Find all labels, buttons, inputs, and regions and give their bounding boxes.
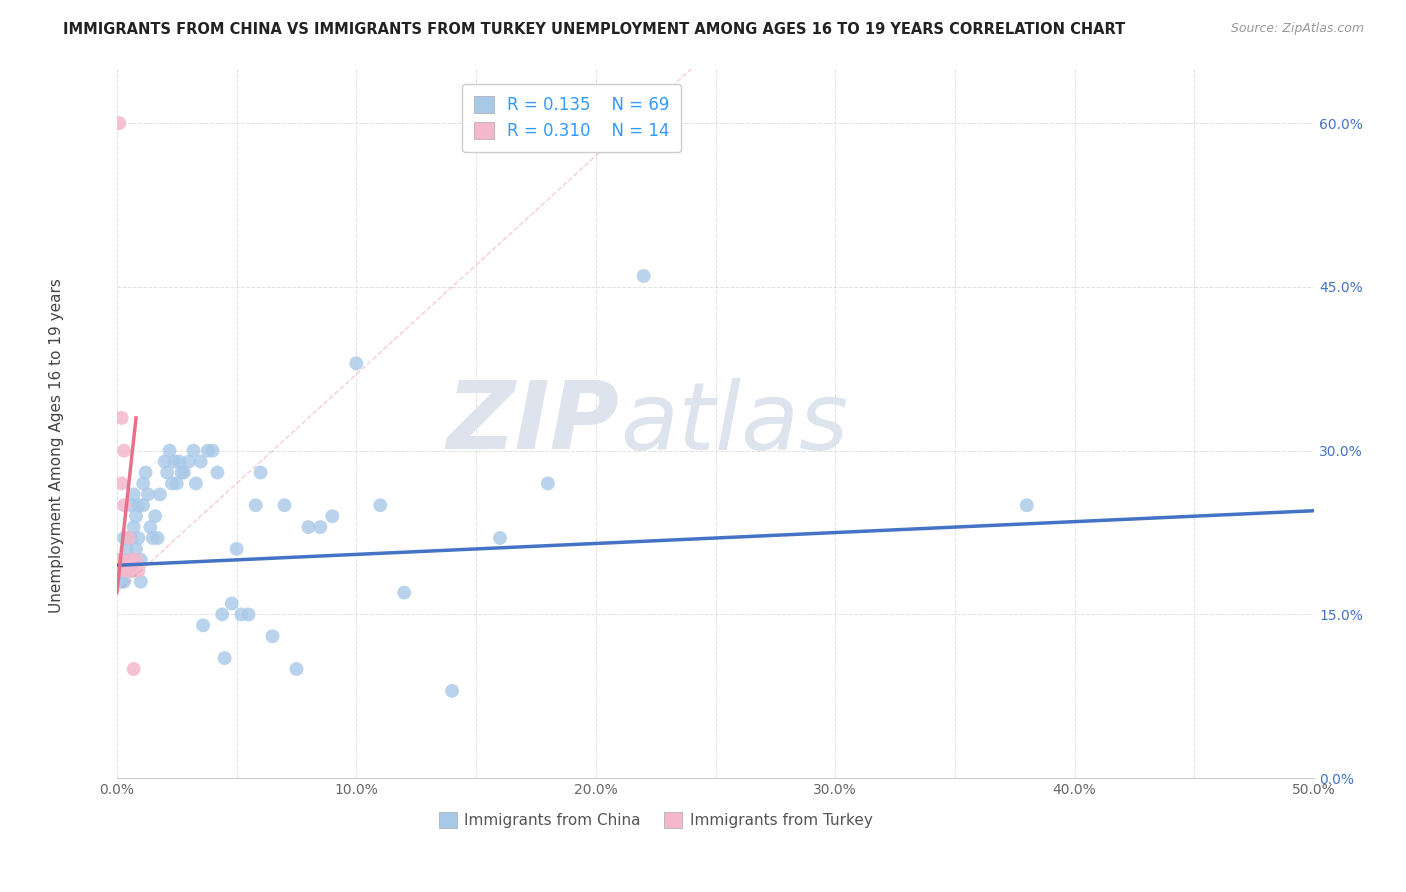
- Point: [368, 498, 391, 512]
- Point: [111, 574, 134, 589]
- Point: [160, 476, 183, 491]
- Point: [344, 356, 367, 370]
- Point: [245, 498, 267, 512]
- Point: [135, 466, 157, 480]
- Point: [231, 607, 253, 622]
- Point: [167, 454, 190, 468]
- Point: [441, 684, 464, 698]
- Point: [129, 553, 152, 567]
- Point: [120, 564, 142, 578]
- Point: [112, 553, 135, 567]
- Point: [118, 531, 141, 545]
- Point: [125, 553, 148, 567]
- Point: [120, 553, 142, 567]
- Point: [127, 564, 149, 578]
- Point: [173, 466, 195, 480]
- Point: [297, 520, 319, 534]
- Point: [112, 498, 135, 512]
- Text: Unemployment Among Ages 16 to 19 years: Unemployment Among Ages 16 to 19 years: [49, 278, 63, 614]
- Point: [132, 498, 155, 512]
- Point: [125, 541, 148, 556]
- Point: [115, 564, 138, 578]
- Point: [170, 466, 193, 480]
- Point: [108, 564, 131, 578]
- Point: [122, 520, 145, 534]
- Point: [146, 531, 169, 545]
- Text: ZIP: ZIP: [447, 377, 620, 469]
- Text: atlas: atlas: [620, 378, 848, 469]
- Legend: Immigrants from China, Immigrants from Turkey: Immigrants from China, Immigrants from T…: [433, 806, 879, 834]
- Point: [273, 498, 295, 512]
- Point: [127, 531, 149, 545]
- Point: [166, 476, 188, 491]
- Point: [163, 454, 186, 468]
- Point: [118, 553, 141, 567]
- Point: [153, 454, 176, 468]
- Point: [108, 116, 131, 130]
- Point: [262, 629, 284, 643]
- Point: [238, 607, 260, 622]
- Point: [321, 509, 343, 524]
- Point: [127, 498, 149, 512]
- Point: [120, 498, 142, 512]
- Point: [122, 662, 145, 676]
- Point: [211, 607, 233, 622]
- Point: [392, 585, 415, 599]
- Point: [129, 574, 152, 589]
- Point: [197, 443, 219, 458]
- Point: [136, 487, 159, 501]
- Point: [184, 476, 207, 491]
- Point: [1015, 498, 1038, 512]
- Point: [122, 487, 145, 501]
- Point: [132, 476, 155, 491]
- Text: Source: ZipAtlas.com: Source: ZipAtlas.com: [1230, 22, 1364, 36]
- Point: [125, 509, 148, 524]
- Point: [120, 564, 142, 578]
- Point: [633, 268, 655, 283]
- Point: [225, 541, 247, 556]
- Point: [309, 520, 332, 534]
- Point: [120, 531, 142, 545]
- Point: [112, 531, 135, 545]
- Point: [285, 662, 308, 676]
- Point: [139, 520, 162, 534]
- Point: [112, 443, 135, 458]
- Point: [201, 443, 224, 458]
- Point: [177, 454, 200, 468]
- Point: [489, 531, 512, 545]
- Point: [214, 651, 236, 665]
- Point: [249, 466, 271, 480]
- Point: [537, 476, 560, 491]
- Point: [142, 531, 165, 545]
- Point: [108, 553, 131, 567]
- Point: [191, 618, 214, 632]
- Point: [183, 443, 205, 458]
- Point: [115, 564, 138, 578]
- Point: [118, 531, 141, 545]
- Point: [111, 564, 134, 578]
- Point: [190, 454, 212, 468]
- Point: [115, 541, 138, 556]
- Point: [221, 597, 243, 611]
- Text: IMMIGRANTS FROM CHINA VS IMMIGRANTS FROM TURKEY UNEMPLOYMENT AMONG AGES 16 TO 19: IMMIGRANTS FROM CHINA VS IMMIGRANTS FROM…: [63, 22, 1126, 37]
- Point: [149, 487, 172, 501]
- Point: [156, 466, 179, 480]
- Point: [207, 466, 229, 480]
- Point: [112, 574, 135, 589]
- Point: [143, 509, 166, 524]
- Point: [111, 411, 134, 425]
- Point: [111, 476, 134, 491]
- Point: [159, 443, 181, 458]
- Point: [111, 553, 134, 567]
